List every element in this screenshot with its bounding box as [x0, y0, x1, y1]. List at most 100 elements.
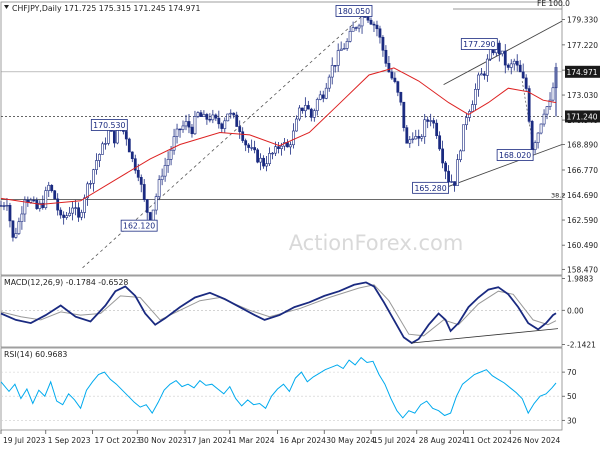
price-annotation-box — [90, 119, 128, 131]
candle-body — [196, 112, 200, 117]
candle-body — [548, 99, 552, 107]
candle-body — [357, 25, 361, 29]
candle-body — [184, 121, 188, 127]
price-annotation-label: 165.280 — [414, 184, 446, 193]
candle-body — [506, 64, 510, 68]
candle-body — [459, 150, 462, 160]
price-tick-label: 160.490 — [567, 241, 598, 250]
channel-lower-line — [448, 144, 563, 187]
candle-body — [142, 184, 146, 200]
candle-body — [107, 129, 110, 144]
candle-body — [205, 114, 209, 120]
level-label: 171.240 — [566, 112, 597, 121]
panel-frame-rsi — [0, 347, 563, 431]
candle-body — [169, 149, 173, 160]
candle-body — [8, 205, 12, 222]
candle-body — [160, 175, 164, 180]
moving-average-line — [0, 67, 557, 205]
macd-series-signal — [0, 284, 557, 337]
price-tick-label: 168.890 — [567, 141, 598, 150]
candle-body — [423, 119, 427, 137]
candle-body — [289, 144, 292, 148]
candle-body — [485, 58, 489, 76]
x-tick-label: 11 Oct 2024 — [466, 436, 513, 445]
candle-body — [175, 128, 179, 137]
candle-body — [366, 16, 370, 21]
candle-body — [214, 114, 218, 119]
candle-body — [80, 212, 83, 218]
x-tick-label: 26 Nov 2024 — [512, 436, 560, 445]
candle-body — [229, 112, 233, 115]
price-tick-label: 158.470 — [567, 265, 598, 274]
candle-body — [453, 181, 456, 186]
candle-body — [65, 215, 69, 218]
candle-body — [444, 162, 447, 172]
candle-body — [136, 169, 140, 178]
candle-body — [115, 128, 119, 144]
candle-body — [408, 139, 412, 144]
candle-body — [154, 196, 158, 211]
candle-body — [300, 107, 304, 112]
current-price-box — [565, 65, 600, 78]
title-triangle-icon — [4, 5, 9, 9]
candle-body — [89, 183, 92, 185]
candle-body — [59, 209, 63, 216]
macd-series-macd — [0, 281, 557, 345]
candle-body — [533, 142, 537, 150]
candle-body — [551, 87, 555, 101]
candle-body — [62, 214, 66, 218]
candle-body — [56, 198, 60, 211]
candle-body — [193, 116, 197, 135]
candle-body — [244, 140, 248, 146]
candle-body — [435, 122, 439, 137]
candle-body — [447, 170, 450, 183]
fe100-label: FE 100.0 — [537, 0, 570, 8]
candle-body — [351, 27, 355, 32]
rsi-tick-label: 50 — [567, 392, 577, 401]
candle-body — [375, 24, 379, 30]
candle-body — [38, 202, 42, 209]
candle-body — [280, 145, 283, 149]
candle-body — [187, 121, 191, 128]
candle-body — [247, 144, 251, 148]
candle-body — [127, 138, 131, 153]
candle-body — [378, 28, 382, 38]
candle-body — [166, 159, 170, 166]
candle-body — [390, 71, 394, 79]
candle-body — [321, 94, 325, 99]
candle-body — [5, 205, 9, 207]
candle-body — [312, 110, 316, 118]
candle-body — [462, 124, 465, 152]
price-annotation-box — [496, 149, 534, 161]
candle-body — [354, 27, 358, 29]
candle-body — [92, 169, 95, 184]
candle-body — [181, 125, 185, 130]
macd-trendline — [411, 328, 559, 344]
candle-body — [157, 179, 161, 197]
candle-body — [348, 30, 352, 42]
candle-body — [271, 152, 274, 155]
candle-body — [211, 114, 215, 121]
candle-body — [471, 104, 474, 112]
candle-body — [333, 65, 337, 67]
rsi-panel-title: RSI(14) 60.9683 — [4, 350, 67, 359]
candle-body — [44, 190, 48, 208]
candle-body — [23, 199, 27, 215]
candle-body — [345, 41, 349, 49]
candle-body — [112, 131, 116, 144]
candle-body — [369, 19, 373, 25]
price-annotation-label: 180.050 — [338, 7, 370, 16]
candle-body — [327, 76, 331, 89]
retrace-label: 38.2 — [551, 192, 565, 200]
candle-body — [202, 114, 206, 117]
x-tick-label: 1 Sep 2023 — [48, 436, 91, 445]
watermark-text: ActionForex.com — [289, 231, 464, 255]
candle-body — [223, 120, 227, 129]
candle-body — [235, 114, 239, 127]
candle-body — [274, 146, 277, 154]
candle-body — [250, 147, 254, 149]
candle-body — [95, 160, 98, 170]
candle-body — [208, 119, 212, 121]
candle-body — [402, 101, 406, 128]
candle-body — [545, 106, 549, 115]
